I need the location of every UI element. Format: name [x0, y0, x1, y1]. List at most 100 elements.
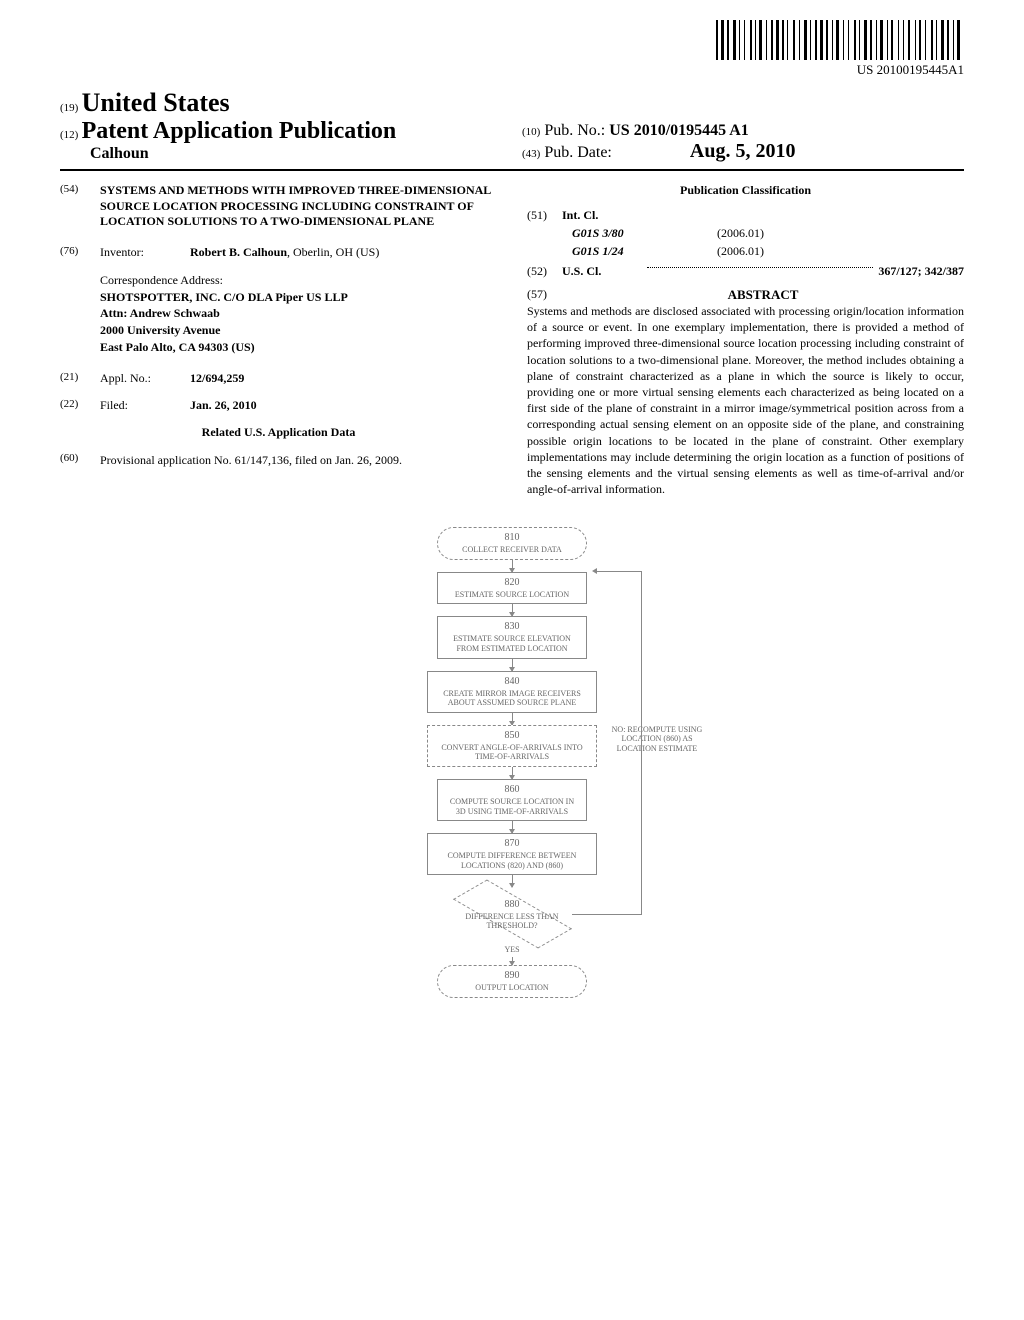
header-right: (10) Pub. No.: US 2010/0195445 A1 (43) P…	[502, 122, 964, 163]
fc-870-num: 870	[436, 838, 588, 850]
fc-850-text: CONVERT ANGLE-OF-ARRIVALS INTO TIME-OF-A…	[436, 743, 588, 762]
appl-label: Appl. No.:	[100, 371, 190, 386]
fc-820-num: 820	[446, 577, 578, 589]
fc-810-text: COLLECT RECEIVER DATA	[446, 545, 578, 555]
barcode-section: US 20100195445A1	[60, 20, 964, 78]
uscl-value: 367/127; 342/387	[878, 264, 964, 279]
fc-box-870: 870 COMPUTE DIFFERENCE BETWEEN LOCATIONS…	[427, 833, 597, 875]
fc-850-num: 850	[436, 730, 588, 742]
fc-arrow	[512, 767, 513, 779]
filed-label: Filed:	[100, 398, 190, 413]
barcode	[716, 20, 964, 60]
fc-arrow	[512, 659, 513, 671]
related-row: (60) Provisional application No. 61/147,…	[60, 452, 497, 469]
fc-arrow	[512, 821, 513, 833]
flowchart-container: 810 COLLECT RECEIVER DATA 820 ESTIMATE S…	[60, 527, 964, 998]
related-header: Related U.S. Application Data	[60, 425, 497, 440]
fc-860-text: COMPUTE SOURCE LOCATION IN 3D USING TIME…	[446, 797, 578, 816]
class1-row: G01S 3/80 (2006.01)	[527, 226, 964, 241]
corr-line3: 2000 University Avenue	[100, 322, 497, 339]
left-column: (54) SYSTEMS AND METHODS WITH IMPROVED T…	[60, 183, 497, 497]
fc-yes: YES	[322, 945, 702, 954]
fc-loop-h2	[597, 571, 642, 572]
class2-code: G01S 1/24	[572, 244, 667, 259]
num-57: (57)	[527, 287, 562, 303]
num-76: (76)	[60, 245, 88, 260]
class1-year: (2006.01)	[717, 226, 764, 241]
f=> fc-830-num: 830	[446, 621, 578, 633]
inventor-loc: , Oberlin, OH (US)	[287, 245, 379, 259]
uscl-label: U.S. Cl.	[562, 264, 642, 279]
fc-box-830: 830 ESTIMATE SOURCE ELEVATION FROM ESTIM…	[437, 616, 587, 658]
fc-side-no: NO: RECOMPUTE USING LOCATION (860) AS LO…	[607, 725, 707, 754]
filed-row: (22) Filed: Jan. 26, 2010	[60, 398, 497, 413]
fc-810-num: 810	[446, 532, 578, 544]
doc-title: SYSTEMS AND METHODS WITH IMPROVED THREE-…	[100, 183, 497, 230]
fc-880-text: DIFFERENCE LESS THAN THRESHOLD?	[445, 912, 580, 931]
flowchart: 810 COLLECT RECEIVER DATA 820 ESTIMATE S…	[322, 527, 702, 998]
fc-840-num: 840	[436, 676, 588, 688]
appl-row: (21) Appl. No.: 12/694,259	[60, 371, 497, 386]
intcl-label: Int. Cl.	[562, 208, 642, 223]
fc-840-text: CREATE MIRROR IMAGE RECEIVERS ABOUT ASSU…	[436, 689, 588, 708]
fc-loop-arrow	[592, 568, 597, 574]
pub-no-label: Pub. No.:	[544, 122, 605, 139]
fc-860-num: 860	[446, 784, 578, 796]
fc-830-text: ESTIMATE SOURCE ELEVATION FROM ESTIMATED…	[446, 634, 578, 653]
intcl-row: (51) Int. Cl.	[527, 208, 964, 223]
country: United States	[82, 88, 230, 117]
correspondence: Correspondence Address: SHOTSPOTTER, INC…	[100, 272, 497, 356]
class2-year: (2006.01)	[717, 244, 764, 259]
fc-890-text: OUTPUT LOCATION	[446, 983, 578, 993]
corr-line1: SHOTSPOTTER, INC. C/O DLA Piper US LLP	[100, 289, 497, 306]
abstract-header-row: (57) ABSTRACT	[527, 287, 964, 303]
num-12: (12)	[60, 129, 78, 141]
fc-loop-h	[572, 914, 642, 915]
pub-type: Patent Application Publication	[82, 118, 397, 144]
pub-date: Aug. 5, 2010	[690, 140, 796, 162]
dotted-fill	[647, 267, 873, 268]
num-51: (51)	[527, 208, 562, 223]
inventor-row: (76) Inventor: Robert B. Calhoun, Oberli…	[60, 245, 497, 260]
fc-box-860: 860 COMPUTE SOURCE LOCATION IN 3D USING …	[437, 779, 587, 821]
fc-box-810: 810 COLLECT RECEIVER DATA	[437, 527, 587, 560]
fc-820-text: ESTIMATE SOURCE LOCATION	[446, 590, 578, 600]
fc-880-num: 880	[445, 899, 580, 911]
num-52: (52)	[527, 264, 562, 279]
abstract-text: Systems and methods are disclosed associ…	[527, 303, 964, 497]
inventor-name: Robert B. Calhoun	[190, 245, 287, 259]
barcode-doc-number: US 20100195445A1	[60, 62, 964, 78]
header-row: (19) United States (12) Patent Applicati…	[60, 88, 964, 163]
fc-arrow	[512, 604, 513, 616]
fc-arrow	[512, 713, 513, 725]
fc-box-850: 850 CONVERT ANGLE-OF-ARRIVALS INTO TIME-…	[427, 725, 597, 767]
filed-value: Jan. 26, 2010	[190, 398, 257, 413]
num-22: (22)	[60, 398, 88, 413]
author-name: Calhoun	[90, 145, 149, 162]
uscl-row: (52) U.S. Cl. 367/127; 342/387	[527, 264, 964, 279]
related-text: Provisional application No. 61/147,136, …	[100, 452, 402, 469]
num-43: (43)	[522, 148, 540, 160]
fc-870-text: COMPUTE DIFFERENCE BETWEEN LOCATIONS (82…	[436, 851, 588, 870]
divider	[60, 169, 964, 171]
fc-box-840: 840 CREATE MIRROR IMAGE RECEIVERS ABOUT …	[427, 671, 597, 713]
corr-label: Correspondence Address:	[100, 272, 497, 289]
abstract-header: ABSTRACT	[562, 287, 964, 303]
title-section: (54) SYSTEMS AND METHODS WITH IMPROVED T…	[60, 183, 497, 230]
body-columns: (54) SYSTEMS AND METHODS WITH IMPROVED T…	[60, 183, 964, 497]
header-left: (19) United States (12) Patent Applicati…	[60, 88, 502, 163]
pub-no: US 2010/0195445 A1	[609, 122, 749, 139]
inventor-label: Inventor:	[100, 245, 190, 260]
fc-arrow	[512, 957, 513, 965]
num-21: (21)	[60, 371, 88, 386]
num-10: (10)	[522, 126, 540, 138]
class1-code: G01S 3/80	[572, 226, 667, 241]
fc-box-890: 890 OUTPUT LOCATION	[437, 965, 587, 998]
class-header: Publication Classification	[527, 183, 964, 198]
num-60: (60)	[60, 452, 88, 469]
corr-line2: Attn: Andrew Schwaab	[100, 305, 497, 322]
fc-box-820: 820 ESTIMATE SOURCE LOCATION	[437, 572, 587, 605]
num-19: (19)	[60, 102, 78, 114]
num-54: (54)	[60, 183, 88, 230]
fc-arrow	[512, 875, 513, 887]
